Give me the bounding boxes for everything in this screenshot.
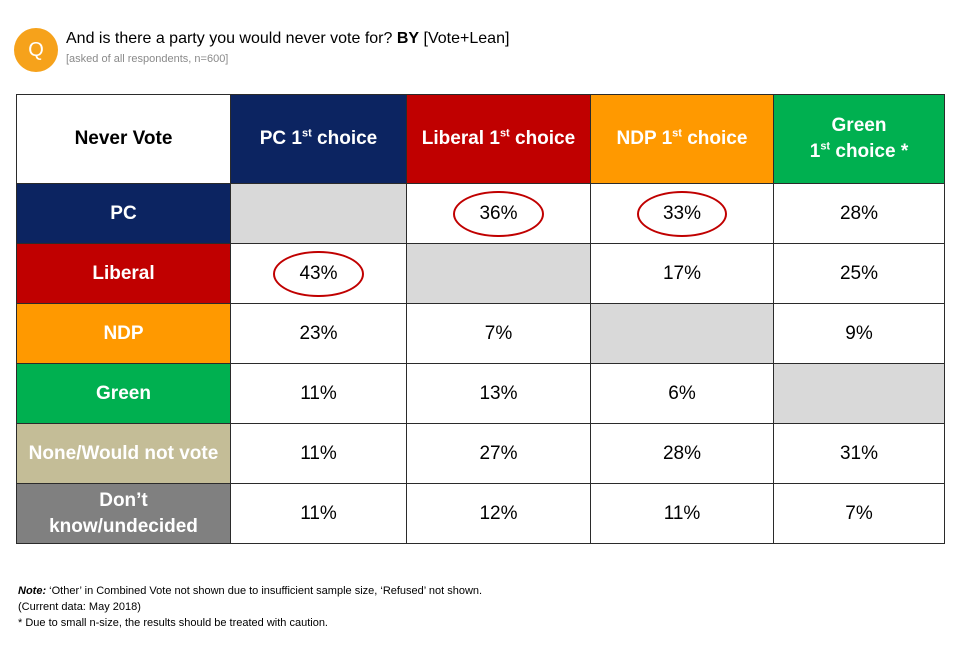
- col-header-pc: PC 1st choice: [230, 94, 407, 184]
- row-label-liberal: Liberal: [16, 243, 231, 304]
- question-suffix: [Vote+Lean]: [423, 30, 510, 47]
- note-label: Note:: [18, 585, 47, 597]
- crosstab-table: Never Vote PC 1st choice Liberal 1st cho…: [16, 94, 945, 544]
- table-cell: 28%: [590, 423, 774, 484]
- cell-value: 28%: [662, 442, 702, 464]
- row-label-ndp: NDP: [16, 303, 231, 364]
- question-badge: Q: [14, 28, 58, 72]
- circled-value: 36%: [453, 190, 544, 237]
- table-cell: 33%: [590, 183, 774, 244]
- row-label-green: Green: [16, 363, 231, 424]
- table-row: None/Would not vote 11% 27% 28% 31%: [16, 423, 945, 484]
- table-cell: 11%: [230, 423, 407, 484]
- table-row: NDP 23% 7% 9%: [16, 303, 945, 364]
- table-cell: 7%: [773, 483, 945, 544]
- table-cell: 11%: [230, 483, 407, 544]
- cell-value: 11%: [663, 502, 701, 524]
- current-data-line: (Current data: May 2018): [18, 601, 141, 613]
- question-text: And is there a party you would never vot…: [66, 30, 393, 47]
- question-title: And is there a party you would never vot…: [66, 30, 509, 48]
- cell-value: 17%: [662, 262, 702, 284]
- cell-value: 11%: [300, 442, 337, 464]
- cell-value: 31%: [839, 442, 879, 464]
- col-header-liberal: Liberal 1st choice: [406, 94, 591, 184]
- table-cell-na: [773, 363, 945, 424]
- table-cell-na: [230, 183, 407, 244]
- table-cell: 11%: [590, 483, 774, 544]
- cell-value: 11%: [300, 502, 337, 524]
- table-cell: 9%: [773, 303, 945, 364]
- cell-value: 7%: [845, 502, 873, 524]
- caution-line: * Due to small n-size, the results shoul…: [18, 617, 328, 629]
- cell-value: 27%: [479, 442, 518, 464]
- table-row: PC 36% 33% 28%: [16, 183, 945, 244]
- table-cell: 23%: [230, 303, 407, 364]
- footnotes: Note: ‘Other’ in Combined Vote not shown…: [18, 583, 482, 631]
- table-cell: 12%: [406, 483, 591, 544]
- note-text: ‘Other’ in Combined Vote not shown due t…: [46, 585, 483, 597]
- table-cell: 6%: [590, 363, 774, 424]
- table-row: Don’t know/undecided 11% 12% 11% 7%: [16, 483, 945, 544]
- row-label-dont-know: Don’t know/undecided: [16, 483, 231, 544]
- circled-value: 43%: [273, 250, 364, 297]
- cell-value: 25%: [839, 262, 879, 284]
- table-cell: 17%: [590, 243, 774, 304]
- table-cell: 43%: [230, 243, 407, 304]
- note-line: Note: ‘Other’ in Combined Vote not shown…: [18, 583, 482, 599]
- row-label-pc: PC: [16, 183, 231, 244]
- table-cell: 7%: [406, 303, 591, 364]
- table-cell-na: [406, 243, 591, 304]
- table-cell: 28%: [773, 183, 945, 244]
- cell-value: 28%: [839, 202, 879, 224]
- cell-value: 9%: [845, 322, 873, 344]
- cell-value: 13%: [479, 382, 518, 404]
- table-cell: 25%: [773, 243, 945, 304]
- row-label-none: None/Would not vote: [16, 423, 231, 484]
- table-row: Green 11% 13% 6%: [16, 363, 945, 424]
- table-row: Liberal 43% 17% 25%: [16, 243, 945, 304]
- col-header-ndp: NDP 1st choice: [590, 94, 774, 184]
- table-cell: 27%: [406, 423, 591, 484]
- table-cell: 31%: [773, 423, 945, 484]
- table-cell-na: [590, 303, 774, 364]
- table-cell: 13%: [406, 363, 591, 424]
- col-header-green: Green 1st choice *: [773, 94, 945, 184]
- table-cell: 11%: [230, 363, 407, 424]
- cell-value: 7%: [484, 322, 513, 344]
- cell-value: 23%: [299, 322, 338, 344]
- table-cell: 36%: [406, 183, 591, 244]
- question-by: BY: [396, 30, 420, 47]
- sample-note: [asked of all respondents, n=600]: [66, 53, 229, 65]
- cell-value: 12%: [479, 502, 518, 524]
- cell-value: 6%: [668, 382, 696, 404]
- header-row: Never Vote PC 1st choice Liberal 1st cho…: [16, 94, 945, 184]
- corner-label: Never Vote: [16, 94, 231, 184]
- cell-value: 11%: [300, 382, 337, 404]
- circled-value: 33%: [636, 190, 728, 237]
